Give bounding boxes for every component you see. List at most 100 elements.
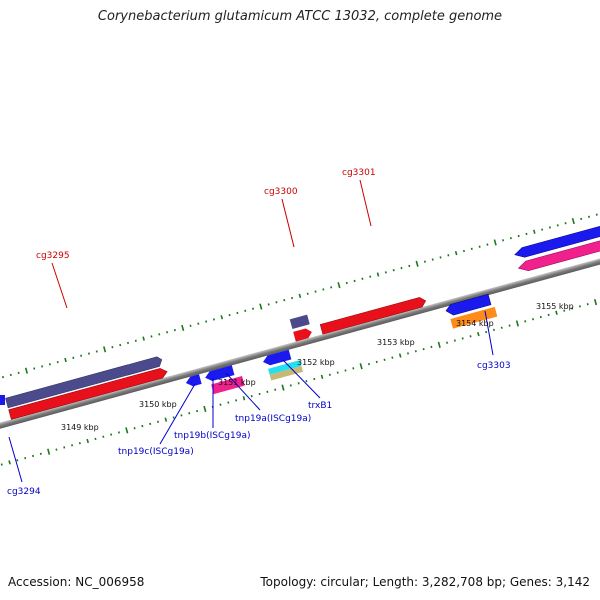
tick-mark	[236, 311, 239, 315]
tick-mark	[563, 309, 566, 312]
gene-tnp19b[interactable]	[204, 365, 235, 382]
tick-mark	[212, 318, 216, 321]
tick-mark	[322, 288, 325, 291]
tick-mark	[517, 234, 520, 238]
tick-mark	[48, 363, 51, 366]
leader-cg3300	[281, 198, 295, 248]
gene-labels: cg3295 cg3300 cg3301 cg3303 trxB1 tnp19a…	[7, 168, 511, 497]
tick-mark	[291, 296, 294, 300]
tick-mark	[125, 427, 129, 434]
tick-mark	[189, 324, 192, 327]
label-tnp19a[interactable]: tnp19a(ISCg19a)	[235, 414, 311, 424]
tick-mark	[330, 286, 333, 289]
tick-mark	[353, 279, 356, 283]
gene-trxB1-cyan[interactable]	[268, 360, 302, 375]
gene-right-blue[interactable]	[513, 222, 600, 259]
tick-mark	[437, 341, 441, 348]
tick-mark	[392, 269, 395, 272]
label-tnp19b[interactable]: tnp19b(ISCg19a)	[174, 431, 250, 441]
tick-mark	[242, 396, 246, 401]
tick-mark	[134, 339, 137, 342]
tick-mark	[470, 247, 473, 251]
tick-mark	[595, 213, 598, 216]
tick-label: 3151 kbp	[218, 378, 256, 387]
tick-mark	[555, 310, 558, 315]
tick-mark	[423, 260, 426, 263]
tick-mark	[571, 217, 575, 225]
gene-cg3300-purple[interactable]	[289, 314, 310, 330]
tick-mark	[283, 298, 286, 302]
tick-label: 3154 kbp	[456, 319, 494, 328]
gene-tnp19c[interactable]	[185, 374, 202, 388]
gene-cg3300[interactable]	[293, 327, 313, 342]
tick-mark	[305, 379, 308, 383]
tick-mark	[361, 277, 364, 280]
tick-mark	[95, 350, 98, 353]
tick-mark	[359, 363, 363, 370]
tick-mark	[500, 326, 503, 329]
label-cg3301[interactable]: cg3301	[342, 168, 376, 178]
tick-mark	[164, 417, 168, 422]
tick-mark	[110, 433, 113, 436]
tick-mark	[541, 228, 544, 231]
label-cg3303[interactable]: cg3303	[477, 361, 511, 371]
tick-mark	[469, 335, 472, 338]
tick-mark	[188, 412, 191, 415]
tick-mark	[478, 245, 481, 248]
tick-mark	[320, 374, 324, 380]
tick-mark	[439, 256, 442, 259]
gene-cg3295-purple[interactable]	[5, 356, 163, 409]
tick-mark	[196, 409, 199, 413]
tick-mark	[531, 318, 535, 321]
tick-mark	[117, 431, 120, 434]
gene-cg3301[interactable]	[319, 296, 427, 335]
tick-mark	[63, 446, 66, 449]
label-cg3300[interactable]: cg3300	[264, 187, 298, 197]
gene-trxB1[interactable]	[262, 349, 292, 367]
tick-mark	[508, 324, 511, 327]
label-trxB1[interactable]: trxB1	[308, 401, 332, 411]
tick-mark	[17, 371, 20, 374]
leader-cg3301	[359, 179, 372, 227]
tick-mark	[235, 399, 238, 402]
tick-row-outer	[1, 213, 598, 379]
tick-mark	[205, 320, 208, 323]
tick-mark	[580, 217, 583, 221]
gene-trxB1-khaki[interactable]	[269, 365, 304, 381]
label-tnp19c[interactable]: tnp19c(ISCg19a)	[118, 447, 194, 457]
label-cg3294[interactable]: cg3294	[7, 487, 41, 497]
tick-mark	[119, 343, 122, 347]
genome-backbone	[0, 242, 600, 434]
tick-mark	[31, 454, 35, 458]
tick-mark	[532, 229, 536, 234]
tick-mark	[384, 271, 387, 274]
gene-tnp19a[interactable]	[211, 375, 245, 395]
gene-right-pink[interactable]	[517, 236, 600, 273]
tick-mark	[172, 416, 175, 419]
gene-cg3294[interactable]	[0, 395, 5, 405]
tick-mark	[493, 239, 497, 246]
tick-mark	[156, 420, 160, 423]
tick-mark	[173, 328, 176, 332]
tick-mark	[502, 239, 505, 242]
tick-mark	[1, 375, 5, 379]
tick-mark	[274, 388, 277, 391]
tick-mark	[375, 360, 378, 364]
tick-mark	[509, 236, 512, 240]
forward-strand-features	[5, 222, 600, 420]
tick-mark	[39, 452, 42, 456]
label-cg3295[interactable]: cg3295	[36, 251, 70, 261]
tick-mark	[33, 367, 36, 370]
label-leaders	[8, 179, 494, 483]
tick-mark	[462, 249, 466, 253]
gene-cg3295[interactable]	[8, 367, 169, 420]
gene-cg3303-blue[interactable]	[445, 293, 492, 316]
tick-mark	[47, 448, 51, 455]
leader-cg3295	[51, 262, 68, 309]
tick-mark	[94, 437, 97, 441]
map-title: Corynebacterium glutamicum ATCC 13032, c…	[97, 9, 503, 24]
tick-mark	[367, 362, 370, 366]
tick-mark	[86, 438, 89, 444]
tick-mark	[87, 352, 90, 355]
tick-mark	[258, 392, 261, 396]
